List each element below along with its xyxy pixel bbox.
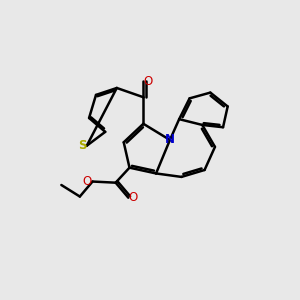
Text: O: O: [83, 175, 92, 188]
Text: O: O: [129, 191, 138, 204]
Text: S: S: [78, 139, 86, 152]
Text: O: O: [143, 74, 152, 88]
Text: N: N: [165, 134, 175, 146]
